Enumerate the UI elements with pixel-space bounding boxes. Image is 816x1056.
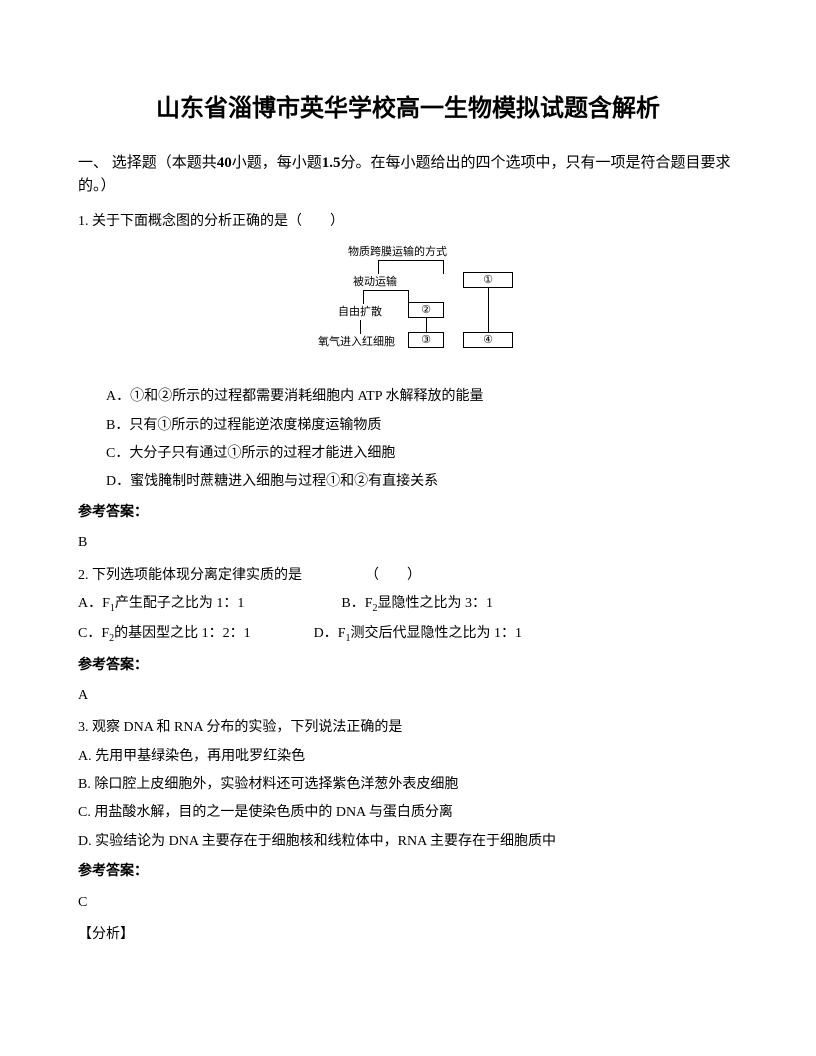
concept-map: 物质跨膜运输的方式 被动运输 ① 自由扩散 ② 氧气进入红细胞 ③ ④ [268, 244, 548, 364]
section-prefix: 一、 选择题（本题共 [78, 155, 217, 171]
q1-option-c: C．大分子只有通过①所示的过程才能进入细胞 [106, 443, 738, 465]
q1-option-b: B．只有①所示的过程能逆浓度梯度运输物质 [106, 415, 738, 437]
dia-left-mid: 被动运输 [353, 274, 397, 292]
q1-option-d: D．蜜饯腌制时蔗糖进入细胞与过程①和②有直接关系 [106, 471, 738, 493]
q3-body: 观察 DNA 和 RNA 分布的实验，下列说法正确的是 [92, 720, 402, 735]
section-mid1: 小题，每小题 [232, 155, 322, 171]
question-2: 2. 下列选项能体现分离定律实质的是 （ ） A．F1产生配子之比为 1：1 B… [78, 565, 738, 647]
dia-box-2: ② [408, 302, 444, 318]
q3-answer-label: 参考答案： [78, 861, 738, 883]
q3-number: 3. [78, 720, 89, 735]
dia-bottom-label: 氧气进入红细胞 [318, 334, 395, 352]
q2-text: 2. 下列选项能体现分离定律实质的是 （ ） [78, 565, 738, 587]
question-1: 1. 关于下面概念图的分析正确的是（ ） 物质跨膜运输的方式 被动运输 ① 自由… [78, 211, 738, 493]
q3-text: 3. 观察 DNA 和 RNA 分布的实验，下列说法正确的是 [78, 717, 738, 739]
q3-analysis-label: 【分析】 [78, 924, 738, 946]
q2-option-c: C．F2的基因型之比 1：2：1 [78, 626, 251, 641]
q2-number: 2. [78, 568, 89, 583]
q3-option-b: B. 除口腔上皮细胞外，实验材料还可选择紫色洋葱外表皮细胞 [78, 774, 738, 796]
q1-number: 1. [78, 214, 89, 229]
q3-answer: C [78, 892, 738, 914]
q1-text: 1. 关于下面概念图的分析正确的是（ ） [78, 211, 738, 233]
q2-option-d: D．F1测交后代显隐性之比为 1：1 [314, 626, 522, 641]
q2-option-a: A．F1产生配子之比为 1：1 [78, 596, 244, 611]
q1-answer: B [78, 532, 738, 554]
q2-answer: A [78, 685, 738, 707]
section-header: 一、 选择题（本题共40小题，每小题1.5分。在每小题给出的四个选项中，只有一项… [78, 152, 738, 197]
q2-options-row2: C．F2的基因型之比 1：2：1 D．F1测交后代显隐性之比为 1：1 [78, 623, 738, 647]
q2-answer-label: 参考答案： [78, 655, 738, 677]
dia-top-label: 物质跨膜运输的方式 [348, 244, 447, 262]
q3-option-a: A. 先用甲基绿染色，再用吡罗红染色 [78, 746, 738, 768]
q1-diagram: 物质跨膜运输的方式 被动运输 ① 自由扩散 ② 氧气进入红细胞 ③ ④ [78, 244, 738, 372]
page-title: 山东省淄博市英华学校高一生物模拟试题含解析 [78, 90, 738, 128]
q1-option-a: A．①和②所示的过程都需要消耗细胞内 ATP 水解释放的能量 [106, 386, 738, 408]
dia-box-3: ③ [408, 332, 444, 348]
q1-answer-label: 参考答案： [78, 502, 738, 524]
dia-box-1: ① [463, 272, 513, 288]
q3-option-d: D. 实验结论为 DNA 主要存在于细胞核和线粒体中，RNA 主要存在于细胞质中 [78, 831, 738, 853]
section-count: 40 [217, 155, 232, 171]
dia-left-low: 自由扩散 [338, 304, 382, 322]
q3-option-c: C. 用盐酸水解，目的之一是使染色质中的 DNA 与蛋白质分离 [78, 802, 738, 824]
section-points: 1.5 [322, 155, 341, 171]
q1-body: 关于下面概念图的分析正确的是（ ） [92, 214, 344, 229]
q2-body: 下列选项能体现分离定律实质的是 （ ） [92, 568, 421, 583]
q2-options-row1: A．F1产生配子之比为 1：1 B．F2显隐性之比为 3：1 [78, 593, 738, 617]
q2-option-b: B．F2显隐性之比为 3：1 [341, 596, 493, 611]
dia-box-4: ④ [463, 332, 513, 348]
question-3: 3. 观察 DNA 和 RNA 分布的实验，下列说法正确的是 A. 先用甲基绿染… [78, 717, 738, 853]
